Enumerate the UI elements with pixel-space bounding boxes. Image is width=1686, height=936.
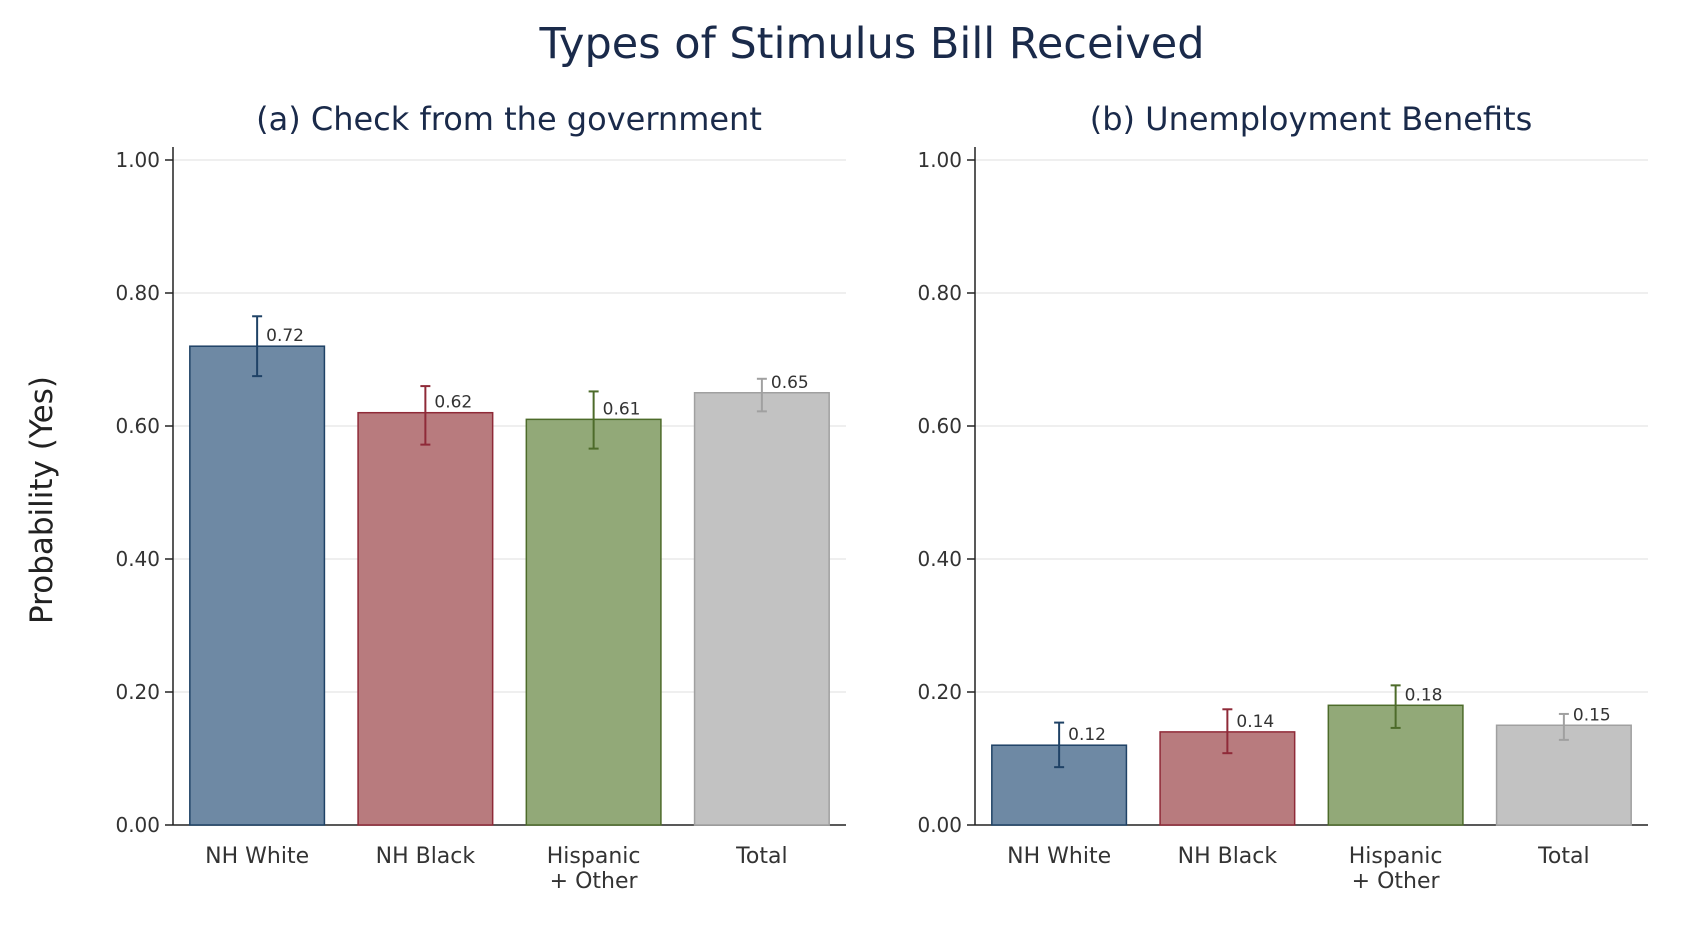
y-tick-label: 1.00 bbox=[115, 148, 160, 172]
x-tick-label-nh-black: NH Black bbox=[1178, 844, 1278, 869]
y-tick-label: 0.20 bbox=[917, 680, 962, 704]
x-tick-label-line: + Other bbox=[1352, 869, 1441, 894]
chart-title: Types of Stimulus Bill Received bbox=[538, 19, 1204, 69]
data-label-hispanic-other: 0.61 bbox=[603, 399, 641, 419]
x-tick-label-line: NH White bbox=[205, 844, 309, 869]
y-tick-label: 0.00 bbox=[917, 813, 962, 837]
x-tick-label-line: Total bbox=[1537, 844, 1589, 869]
x-tick-label-hispanic-other: Hispanic + Other bbox=[1349, 844, 1443, 894]
panel-unemployment-benefits: (b) Unemployment Benefits 0.00 0.20 0.40 0.6… bbox=[917, 100, 1648, 894]
data-label-total: 0.65 bbox=[771, 373, 809, 393]
panel-title: (b) Unemployment Benefits bbox=[1090, 100, 1533, 138]
x-tick-label-line: NH White bbox=[1007, 844, 1111, 869]
panel-check-from-government: (a) Check from the government 0.00 0.20 0.4… bbox=[115, 100, 846, 894]
data-label-nh-white: 0.12 bbox=[1068, 725, 1106, 745]
data-label-total: 0.15 bbox=[1573, 705, 1611, 725]
y-axis-label: Probability (Yes) bbox=[24, 376, 60, 624]
panel-title: (a) Check from the government bbox=[256, 100, 762, 138]
data-label-hispanic-other: 0.18 bbox=[1405, 685, 1443, 705]
x-tick-label-nh-white: NH White bbox=[1007, 844, 1111, 869]
bar-nh-white bbox=[189, 345, 326, 826]
x-tick-label-total: Total bbox=[1537, 844, 1589, 869]
bar-nh-black bbox=[357, 411, 494, 826]
y-tick-label: 0.40 bbox=[917, 547, 962, 571]
data-label-nh-white: 0.72 bbox=[266, 326, 304, 346]
data-label-nh-black: 0.62 bbox=[434, 393, 472, 413]
x-tick-label-line: Total bbox=[735, 844, 787, 869]
bar-total bbox=[693, 392, 830, 826]
y-tick-label: 1.00 bbox=[917, 148, 962, 172]
y-tick-label: 0.00 bbox=[115, 813, 160, 837]
x-tick-label-line: Hispanic bbox=[1349, 844, 1443, 869]
y-tick-label: 0.80 bbox=[917, 281, 962, 305]
data-label-nh-black: 0.14 bbox=[1236, 712, 1274, 732]
x-tick-label-total: Total bbox=[735, 844, 787, 869]
y-tick-label: 0.20 bbox=[115, 680, 160, 704]
y-tick-label: 0.60 bbox=[917, 414, 962, 438]
x-tick-label-nh-black: NH Black bbox=[376, 844, 476, 869]
y-tick-label: 0.60 bbox=[115, 414, 160, 438]
bar-total bbox=[1495, 724, 1632, 826]
x-tick-label-line: Hispanic bbox=[547, 844, 641, 869]
y-tick-label: 0.40 bbox=[115, 547, 160, 571]
x-tick-label-line: NH Black bbox=[1178, 844, 1278, 869]
bar-hispanic-other bbox=[525, 418, 662, 826]
y-tick-label: 0.80 bbox=[115, 281, 160, 305]
x-tick-label-nh-white: NH White bbox=[205, 844, 309, 869]
x-tick-label-hispanic-other: Hispanic + Other bbox=[547, 844, 641, 894]
x-tick-label-line: + Other bbox=[550, 869, 639, 894]
x-tick-label-line: NH Black bbox=[376, 844, 476, 869]
